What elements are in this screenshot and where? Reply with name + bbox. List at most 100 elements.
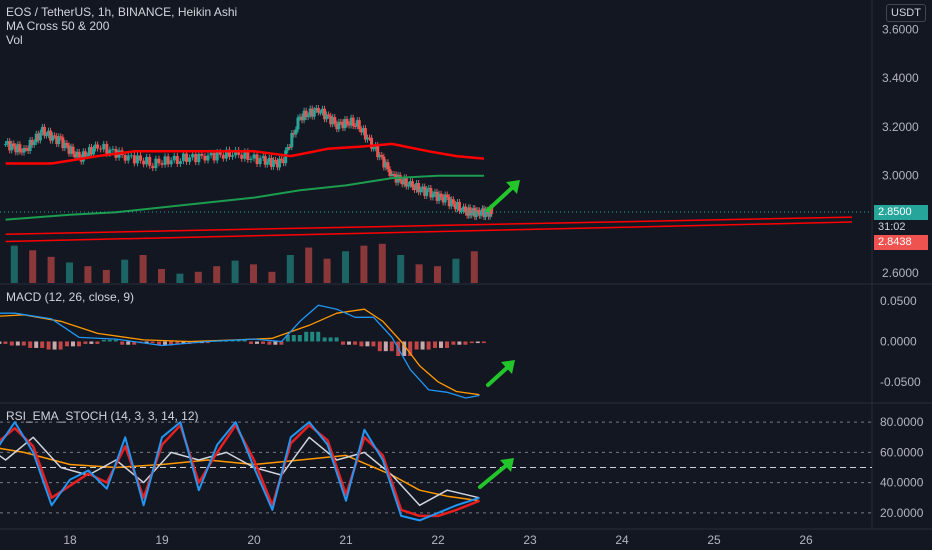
candle-body [284, 150, 288, 164]
candle-body [206, 155, 210, 161]
candle-body [135, 155, 139, 164]
candle-body [49, 130, 53, 141]
candle-body [306, 115, 310, 118]
macd-histogram-bar [439, 341, 443, 348]
volume-legend[interactable]: Vol [6, 33, 23, 47]
candle-body [363, 128, 367, 140]
candle-body [65, 143, 69, 146]
ma-cross-legend[interactable]: MA Cross 50 & 200 [6, 19, 110, 33]
candle-body [53, 135, 57, 137]
macd-histogram-bar [297, 335, 302, 342]
currency-button[interactable]: USDT [886, 4, 926, 22]
candle-body [370, 137, 374, 149]
macd-histogram-bar [414, 341, 419, 350]
candle-body [329, 115, 333, 125]
macd-histogram-bar [163, 341, 167, 346]
bullish-arrow-rsi-head [500, 458, 514, 472]
candle-body [423, 186, 427, 196]
macd-histogram-bar [28, 341, 33, 348]
price-tick-label: 2.6000 [882, 266, 919, 280]
macd-histogram-bar [236, 339, 241, 342]
candle-body [85, 155, 89, 157]
candle-body [263, 156, 267, 165]
macd-legend[interactable]: MACD (12, 26, close, 9) [6, 290, 135, 304]
candle-body [36, 133, 40, 141]
candle-body [435, 191, 439, 201]
candle-body [111, 148, 115, 150]
volume-bar [378, 243, 386, 283]
candle-body [433, 191, 437, 194]
candle-body [437, 193, 441, 201]
macd-histogram-bar [267, 341, 272, 345]
macd-histogram-bar [0, 341, 2, 344]
candle-body [172, 155, 176, 161]
candle-body [484, 209, 488, 218]
candle-body [451, 199, 455, 204]
macd-histogram-bar [107, 339, 112, 342]
macd-histogram-bar [433, 341, 437, 348]
volume-bar [158, 269, 165, 283]
time-tick-label: 23 [523, 533, 537, 547]
candle-body [476, 210, 480, 212]
rsi-tick-label: 40.0000 [880, 476, 924, 490]
macd-histogram-bar [169, 341, 173, 346]
macd-histogram-bar [328, 337, 333, 342]
candle-body [47, 130, 51, 136]
macd-histogram-bar [273, 341, 278, 345]
candle-body [320, 108, 324, 113]
macd-histogram-bar [242, 339, 247, 342]
macd-histogram-bar [71, 341, 75, 347]
candle-body [339, 121, 343, 123]
candle-body [312, 110, 316, 117]
candle-body [487, 210, 491, 217]
bullish-arrow-macd-head [501, 360, 515, 374]
macd-histogram-bar [365, 341, 370, 347]
candle-body [234, 149, 238, 156]
candle-body [386, 162, 390, 170]
rsi-line [0, 436, 480, 507]
price-tick-label: 3.2000 [882, 120, 919, 134]
candle-body [261, 156, 265, 159]
candle-body [185, 153, 189, 162]
candle-body [231, 155, 235, 157]
candle-body [474, 210, 478, 217]
macd-histogram-bar [420, 341, 425, 350]
candle-body [249, 158, 253, 160]
rsi-stoch-legend[interactable]: RSI_EMA_STOCH (14, 3, 3, 14, 12) [6, 409, 199, 423]
candle-body [355, 120, 359, 127]
macd-histogram-bar [463, 341, 468, 345]
macd-histogram-bar [101, 339, 106, 342]
volume-bar [29, 250, 37, 283]
macd-histogram-bar [52, 341, 57, 350]
candle-body [8, 141, 12, 151]
candle-body [449, 199, 453, 207]
macd-histogram-bar [175, 341, 180, 344]
price-tick-label: 3.0000 [882, 169, 919, 183]
candle-body [215, 151, 219, 161]
macd-histogram-bar [40, 341, 45, 348]
candle-body [71, 146, 75, 155]
candle-body [325, 114, 329, 120]
candle-body [129, 155, 133, 157]
candle-body [333, 117, 337, 124]
candle-body [421, 186, 425, 190]
candle-body [18, 144, 22, 152]
candle-body [181, 153, 185, 162]
rsi-tick-label: 80.0000 [880, 415, 924, 429]
candle-body [286, 147, 290, 151]
candle-body [406, 184, 410, 187]
macd-histogram-bar [426, 341, 431, 350]
candle-body [308, 108, 312, 116]
candle-body [296, 117, 300, 130]
volume-bar [470, 251, 478, 283]
candle-body [292, 133, 296, 135]
candle-body [408, 181, 412, 185]
candle-body [276, 161, 280, 168]
candle-body [447, 197, 451, 207]
candle-body [197, 153, 201, 163]
symbol-title: EOS / TetherUS, 1h, BINANCE, Heikin Ashi [6, 5, 238, 19]
volume-bar [250, 264, 257, 283]
candle-body [102, 143, 106, 150]
candle-body [243, 151, 247, 159]
